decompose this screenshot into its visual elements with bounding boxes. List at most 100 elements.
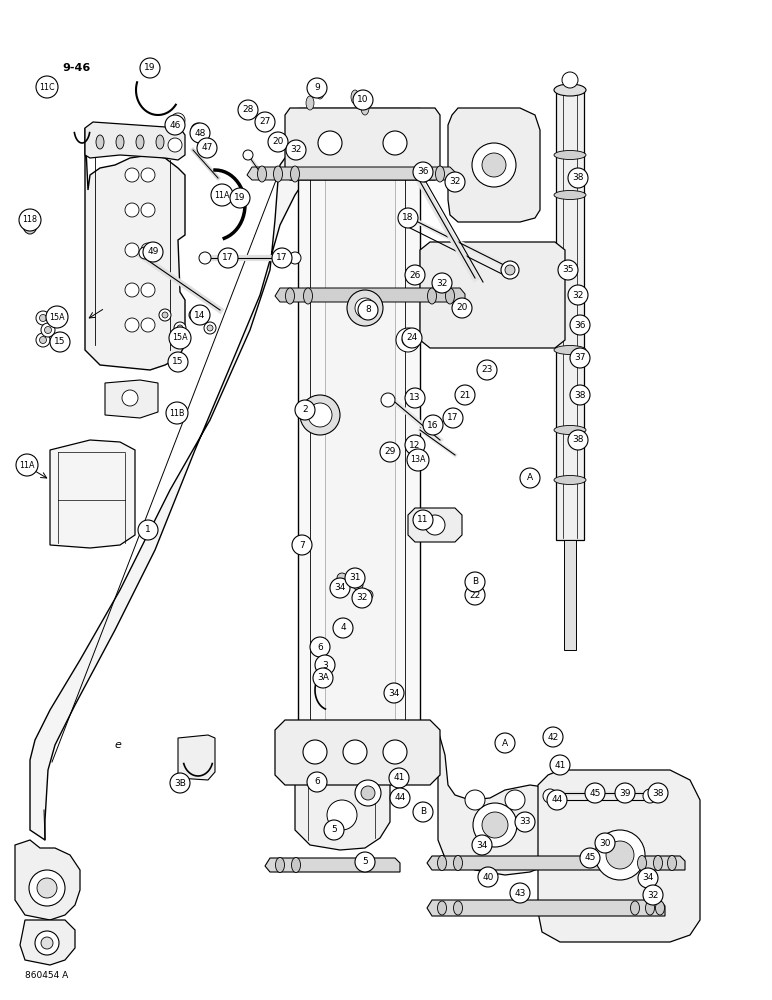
Circle shape	[452, 298, 472, 318]
Ellipse shape	[643, 789, 657, 803]
Circle shape	[272, 248, 292, 268]
Text: 5: 5	[362, 857, 368, 866]
Circle shape	[125, 283, 139, 297]
Ellipse shape	[631, 901, 639, 915]
Circle shape	[122, 390, 138, 406]
Polygon shape	[247, 167, 455, 180]
Circle shape	[171, 113, 185, 127]
Text: 3: 3	[322, 660, 328, 670]
Ellipse shape	[159, 309, 171, 321]
Circle shape	[140, 58, 160, 78]
Text: 36: 36	[574, 320, 586, 330]
Text: 15: 15	[172, 358, 184, 366]
Ellipse shape	[96, 135, 104, 149]
Circle shape	[141, 318, 155, 332]
Ellipse shape	[543, 789, 557, 803]
Ellipse shape	[554, 426, 586, 434]
Circle shape	[648, 783, 668, 803]
Circle shape	[355, 298, 375, 318]
Ellipse shape	[554, 150, 586, 159]
Circle shape	[389, 768, 409, 788]
Polygon shape	[298, 108, 420, 760]
Ellipse shape	[501, 261, 519, 279]
Circle shape	[465, 790, 485, 810]
Text: 35: 35	[562, 265, 574, 274]
Ellipse shape	[45, 326, 52, 334]
Circle shape	[443, 408, 463, 428]
Text: 48: 48	[195, 128, 205, 137]
Circle shape	[413, 802, 433, 822]
Circle shape	[432, 273, 452, 293]
Circle shape	[405, 265, 425, 285]
Circle shape	[50, 332, 70, 352]
Circle shape	[638, 868, 658, 888]
Text: 6: 6	[314, 778, 320, 786]
Circle shape	[383, 131, 407, 155]
Circle shape	[308, 403, 332, 427]
Circle shape	[425, 515, 445, 535]
Text: 20: 20	[456, 304, 468, 312]
Text: 37: 37	[574, 354, 586, 362]
Ellipse shape	[276, 857, 285, 872]
Ellipse shape	[286, 288, 294, 304]
Circle shape	[324, 820, 344, 840]
Polygon shape	[285, 108, 440, 180]
Circle shape	[29, 870, 65, 906]
Text: 11A: 11A	[215, 190, 230, 200]
Circle shape	[568, 168, 588, 188]
Circle shape	[355, 852, 375, 872]
Text: 34: 34	[476, 840, 488, 850]
Text: 13A: 13A	[410, 456, 425, 464]
Text: 12: 12	[409, 440, 421, 450]
Ellipse shape	[156, 135, 164, 149]
Circle shape	[352, 588, 372, 608]
Text: 38: 38	[572, 436, 584, 444]
Text: 19: 19	[234, 194, 245, 202]
Circle shape	[585, 783, 605, 803]
Circle shape	[510, 883, 530, 903]
Polygon shape	[325, 120, 395, 750]
Ellipse shape	[192, 312, 198, 318]
Ellipse shape	[136, 135, 144, 149]
Text: 32: 32	[290, 145, 302, 154]
Ellipse shape	[290, 166, 300, 182]
Ellipse shape	[292, 857, 300, 872]
Ellipse shape	[41, 323, 55, 337]
Circle shape	[166, 402, 188, 424]
Circle shape	[190, 305, 210, 325]
Text: 40: 40	[482, 872, 493, 882]
Circle shape	[472, 835, 492, 855]
Circle shape	[396, 328, 420, 352]
Circle shape	[515, 812, 535, 832]
Ellipse shape	[453, 856, 462, 870]
Text: 49: 49	[147, 247, 159, 256]
Circle shape	[472, 143, 516, 187]
Ellipse shape	[39, 314, 46, 322]
Circle shape	[562, 72, 578, 88]
Ellipse shape	[36, 311, 50, 325]
Ellipse shape	[554, 346, 586, 355]
Text: 42: 42	[547, 732, 559, 742]
Text: 45: 45	[589, 788, 601, 798]
Polygon shape	[85, 128, 185, 370]
Circle shape	[138, 520, 158, 540]
Circle shape	[398, 208, 418, 228]
Ellipse shape	[204, 322, 216, 334]
Text: 9: 9	[314, 84, 320, 93]
Circle shape	[347, 290, 383, 326]
Text: 2: 2	[302, 406, 308, 414]
Circle shape	[141, 243, 155, 257]
Ellipse shape	[453, 901, 462, 915]
Text: 32: 32	[449, 178, 461, 186]
Circle shape	[390, 788, 410, 808]
Ellipse shape	[177, 325, 183, 331]
Circle shape	[423, 415, 443, 435]
Circle shape	[520, 468, 540, 488]
Text: 38: 38	[574, 390, 586, 399]
Ellipse shape	[381, 393, 395, 407]
Ellipse shape	[361, 101, 369, 115]
Ellipse shape	[351, 90, 359, 104]
Circle shape	[230, 188, 250, 208]
Circle shape	[405, 388, 425, 408]
Circle shape	[543, 727, 563, 747]
